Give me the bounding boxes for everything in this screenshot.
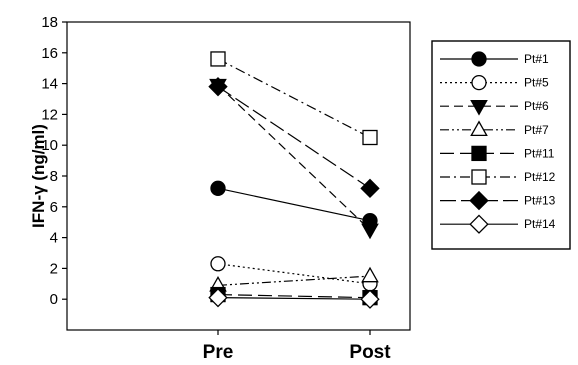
series-Pt#14 [208, 287, 380, 309]
data-point [208, 77, 228, 97]
legend-box [431, 40, 571, 250]
y-tick-label: 4 [50, 230, 58, 247]
series-line [217, 84, 371, 231]
y-tick-label: 12 [41, 106, 58, 123]
x-category-label: Post [349, 342, 391, 363]
legend-entry: Pt#13 [440, 190, 556, 211]
legend-marker [471, 74, 487, 91]
series-line [217, 86, 371, 189]
legend-entry: Pt#12 [440, 169, 556, 185]
data-point [210, 256, 226, 272]
y-tick-label: 10 [41, 137, 58, 154]
data-point [360, 289, 380, 309]
series-Pt#7 [209, 266, 379, 292]
legend-marker [471, 51, 487, 67]
legend-marker [470, 99, 488, 116]
axes: 0 2 4 6 8 10 12 14 16 18 Pre Post [41, 14, 411, 363]
series-line [217, 275, 371, 286]
legend-marker [471, 145, 487, 162]
data-point [361, 223, 379, 240]
legend-label: Pt#12 [524, 170, 556, 184]
data-point [210, 180, 226, 196]
legend-entry: Pt#14 [440, 214, 556, 234]
y-tick-label: 6 [50, 199, 58, 216]
legend-label: Pt#1 [524, 52, 549, 66]
legend-marker [469, 190, 489, 211]
y-tick-label: 2 [50, 260, 58, 277]
plot-frame [66, 21, 411, 331]
x-category-label: Pre [203, 342, 234, 363]
y-tick-label: 8 [50, 168, 58, 185]
series-line [217, 293, 371, 299]
legend-marker [471, 169, 487, 185]
series-line [217, 58, 371, 139]
series-Pt#5 [210, 256, 378, 292]
legend-entry: Pt#11 [440, 145, 555, 162]
series-Pt#1 [210, 180, 378, 229]
legend-entry: Pt#6 [440, 99, 549, 116]
legend-label: Pt#6 [524, 99, 549, 113]
legend-label: Pt#14 [524, 217, 556, 231]
y-tick-label: 18 [41, 14, 58, 31]
legend-entry: Pt#5 [440, 74, 549, 91]
series-Pt#11 [210, 286, 378, 306]
series-layer [208, 51, 380, 309]
legend-marker [469, 214, 489, 234]
series-Pt#13 [208, 77, 380, 198]
y-axis-title: IFN-γ (ng/ml) [29, 124, 48, 228]
series-line [217, 187, 371, 222]
y-tick-label: 16 [41, 45, 58, 62]
legend-entry: Pt#1 [440, 51, 549, 67]
data-point [210, 51, 226, 67]
legend-entry: Pt#7 [440, 120, 549, 137]
legend-label: Pt#13 [524, 194, 556, 208]
data-point [362, 129, 378, 146]
legend-label: Pt#5 [524, 76, 549, 90]
series-line [217, 263, 371, 285]
legend-marker [470, 120, 488, 137]
legend-label: Pt#11 [524, 146, 555, 160]
data-point [361, 266, 379, 283]
legend: Pt#1 Pt#5 Pt#6 Pt#7 Pt#11 Pt#12 Pt#13 Pt#14 [431, 40, 571, 250]
legend-label: Pt#7 [524, 123, 549, 137]
data-point [208, 287, 228, 308]
y-tick-label: 0 [50, 291, 58, 308]
series-Pt#12 [210, 51, 378, 146]
series-Pt#6 [209, 78, 379, 240]
y-tick-label: 14 [41, 76, 58, 93]
data-point [360, 178, 380, 198]
series-line [217, 297, 371, 300]
